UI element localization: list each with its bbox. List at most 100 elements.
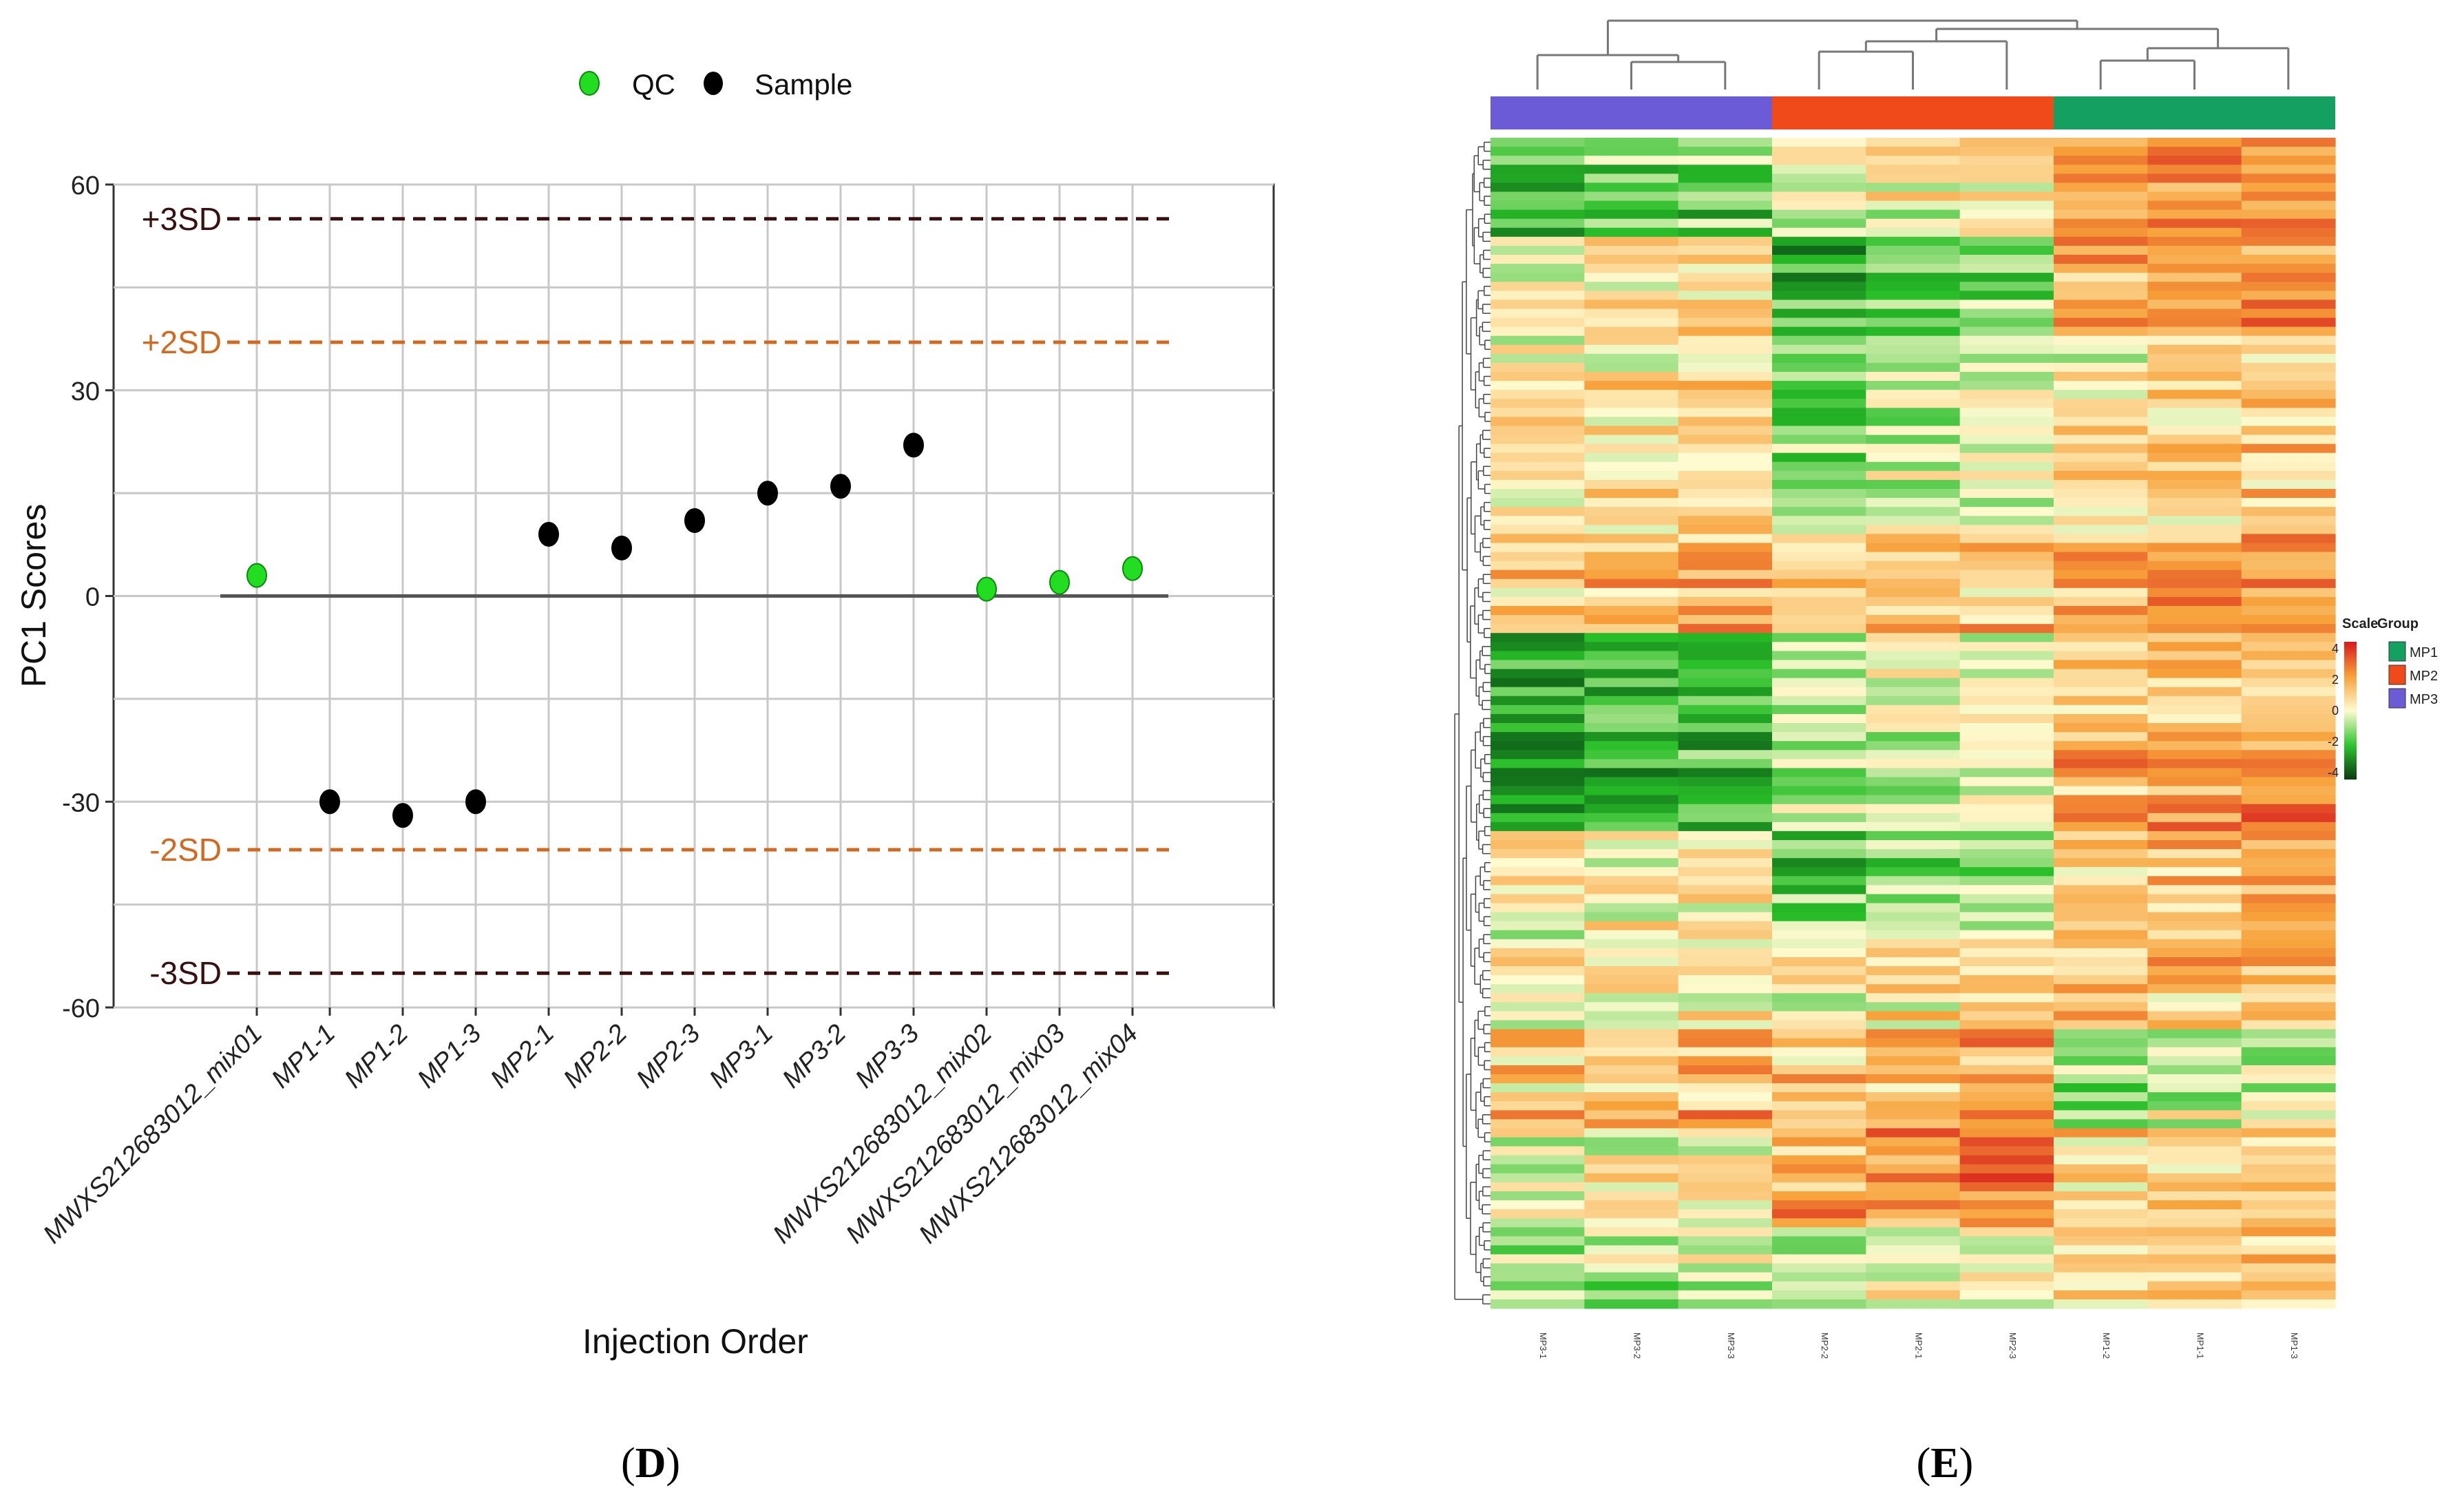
heatmap-cell <box>1678 308 1773 319</box>
heatmap-cell <box>1678 1263 1773 1273</box>
heatmap-cell <box>1584 651 1679 661</box>
heatmap-cell <box>1866 1128 1961 1138</box>
scale-color-bar <box>2344 642 2357 780</box>
heatmap-cell <box>1772 227 1866 238</box>
heatmap-cell <box>1584 704 1679 715</box>
heatmap-cell <box>2054 245 2148 255</box>
heatmap-cell <box>2054 1173 2148 1183</box>
heatmap-cell <box>2241 759 2336 768</box>
heatmap-cell <box>1866 876 1961 886</box>
heatmap-cell <box>2054 957 2148 967</box>
heatmap-cell <box>1959 1092 2054 1102</box>
heatmap-cell <box>1959 452 2054 463</box>
heatmap-cell <box>1959 1290 2054 1300</box>
heatmap-cell <box>1866 227 1961 238</box>
heatmap-cell <box>1678 830 1773 841</box>
heatmap-cell <box>1678 903 1773 913</box>
heatmap-cell <box>2054 948 2148 958</box>
heatmap-cell <box>2054 426 2148 436</box>
heatmap-cell <box>1491 840 1585 850</box>
group-annotation-bar <box>1491 96 2335 129</box>
heatmap-cell <box>1584 282 1679 291</box>
heatmap-cell <box>2241 578 2336 589</box>
heatmap-cell <box>2054 264 2148 273</box>
heatmap-cell <box>1959 174 2054 183</box>
sample-point <box>830 474 851 499</box>
heatmap-cell <box>2147 1083 2242 1093</box>
heatmap-cell <box>2241 165 2336 174</box>
sample-point <box>465 789 486 815</box>
heatmap-cell <box>1584 1164 1679 1174</box>
heatmap-cell <box>1959 1164 2054 1174</box>
heatmap-cell <box>2054 669 2148 679</box>
heatmap-cell <box>1866 1074 1961 1084</box>
heatmap-cell <box>1959 687 2054 697</box>
heatmap-cell <box>1866 948 1961 958</box>
heatmap-cell <box>1772 822 1866 832</box>
heatmap-cell <box>1772 138 1866 147</box>
heatmap-cell <box>2147 362 2242 373</box>
heatmap-cell <box>1772 498 1866 508</box>
heatmap-cell <box>2054 543 2148 553</box>
heatmap-cell <box>1866 282 1961 291</box>
heatmap-cell <box>2147 300 2242 310</box>
heatmap-cell <box>1772 1083 1866 1093</box>
heatmap-cell <box>2054 867 2148 877</box>
heatmap-cell <box>2241 948 2336 958</box>
heatmap-cell <box>2147 741 2242 751</box>
heatmap-cell <box>2147 498 2242 508</box>
scale-tick-label: 0 <box>2332 704 2339 718</box>
heatmap-cell <box>1678 335 1773 346</box>
heatmap-cell <box>1678 1155 1773 1165</box>
heatmap-cell <box>1959 255 2054 264</box>
heatmap-cell <box>1866 849 1961 859</box>
qc-point <box>1049 569 1070 595</box>
heatmap-cell <box>1772 408 1866 417</box>
heatmap-cell <box>1866 291 1961 300</box>
heatmap-cell <box>2054 381 2148 390</box>
heatmap-cell <box>1866 723 1961 733</box>
heatmap-cell <box>1678 1272 1773 1282</box>
heatmap-cell <box>1584 723 1679 733</box>
heatmap-cell <box>1491 408 1585 417</box>
scale-tick-label: -2 <box>2328 735 2339 749</box>
heatmap-cell <box>2147 840 2242 850</box>
heatmap-cell <box>1959 1065 2054 1075</box>
heatmap-cell <box>1866 1227 1961 1237</box>
heatmap-cell <box>1866 452 1961 463</box>
heatmap-cell <box>1959 461 2054 472</box>
heatmap-cell <box>1678 993 1773 1003</box>
x-axis: MWXS212683012_mix01MP1-1MP1-2MP1-3MP2-1M… <box>38 1007 1144 1249</box>
heatmap-cell <box>1491 1110 1585 1120</box>
heatmap-cell <box>2241 1272 2336 1282</box>
heatmap-cell <box>2054 759 2148 768</box>
heatmap-cell <box>1772 417 1866 427</box>
heatmap-cell <box>1584 1290 1679 1300</box>
heatmap-cell <box>1959 525 2054 534</box>
heatmap-cell <box>1678 606 1773 616</box>
heatmap-cell <box>1959 867 2054 877</box>
heatmap-cell <box>2241 713 2336 724</box>
heatmap-cell <box>2147 525 2242 534</box>
heatmap-cell <box>1959 957 2054 967</box>
heatmap-cell <box>1772 435 1866 445</box>
heatmap-cell <box>1491 642 1585 651</box>
heatmap-cell <box>1959 912 2054 922</box>
heatmap-cell <box>1584 830 1679 841</box>
heatmap-cell <box>1678 696 1773 706</box>
heatmap-cell <box>2241 1164 2336 1174</box>
heatmap-cell <box>1678 1101 1773 1111</box>
heatmap-cell <box>1772 1011 1866 1021</box>
heatmap-cell <box>1866 642 1961 651</box>
heatmap-cell <box>2054 317 2148 328</box>
heatmap-cell <box>2147 470 2242 481</box>
heatmap-cell <box>2054 975 2148 985</box>
heatmap-cell <box>1866 1137 1961 1147</box>
panel-label-e: (E) <box>1917 1440 1974 1487</box>
heatmap-cell <box>1866 264 1961 273</box>
x-tick-label: MP2-1 <box>485 1019 560 1094</box>
heatmap-cell <box>2241 1200 2336 1210</box>
heatmap-cell <box>2054 813 2148 823</box>
heatmap-cell <box>2241 876 2336 886</box>
heatmap-cell <box>2241 317 2336 328</box>
